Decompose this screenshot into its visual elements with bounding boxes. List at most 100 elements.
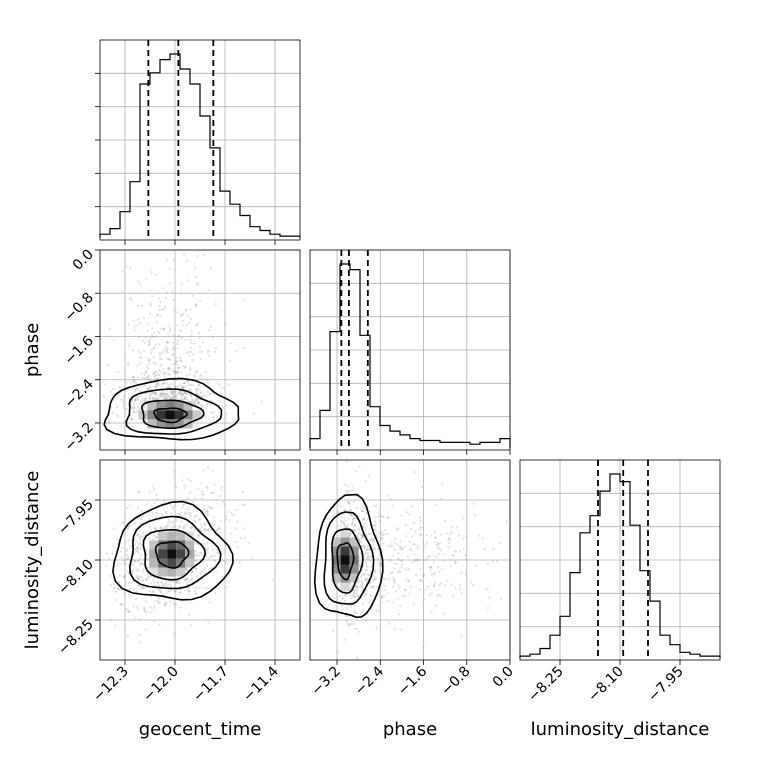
- scatter-point: [164, 372, 168, 375]
- scatter-point: [179, 606, 182, 609]
- scatter-point: [214, 499, 218, 502]
- scatter-point: [217, 552, 220, 555]
- scatter-point: [205, 402, 209, 405]
- scatter-point: [133, 560, 137, 563]
- scatter-point: [179, 313, 183, 317]
- scatter-point: [127, 571, 130, 575]
- scatter-point: [428, 555, 431, 558]
- scatter-point: [132, 605, 135, 608]
- scatter-point: [353, 592, 356, 595]
- scatter-point: [148, 536, 151, 540]
- scatter-point: [387, 532, 390, 536]
- scatter-point: [139, 564, 142, 567]
- scatter-point: [458, 584, 461, 587]
- scatter-point: [421, 527, 424, 530]
- scatter-point: [208, 403, 212, 407]
- scatter-point: [447, 541, 450, 545]
- scatter-point: [123, 592, 126, 595]
- scatter-point: [210, 507, 214, 510]
- scatter-point: [338, 534, 341, 537]
- scatter-point: [147, 344, 150, 347]
- scatter-point: [189, 341, 193, 344]
- scatter-point: [364, 619, 368, 622]
- scatter-point: [140, 356, 143, 359]
- scatter-point: [171, 363, 174, 366]
- scatter-point: [418, 579, 421, 582]
- scatter-point: [185, 380, 189, 383]
- scatter-point: [365, 564, 368, 567]
- scatter-point: [138, 542, 142, 546]
- scatter-point: [180, 282, 183, 285]
- scatter-point: [198, 554, 201, 558]
- scatter-point: [169, 396, 172, 399]
- scatter-point: [358, 556, 361, 559]
- scatter-point: [505, 520, 509, 523]
- scatter-point: [218, 383, 221, 387]
- scatter-point: [137, 546, 140, 549]
- scatter-point: [368, 538, 371, 542]
- scatter-point: [379, 571, 382, 574]
- scatter-point: [154, 511, 158, 514]
- contour-line: [336, 542, 355, 581]
- scatter-point: [390, 545, 394, 548]
- density-cell: [185, 540, 195, 550]
- scatter-point: [437, 543, 440, 546]
- scatter-point: [194, 387, 198, 391]
- scatter-point: [180, 336, 183, 340]
- scatter-point: [176, 363, 179, 367]
- scatter-point: [192, 353, 195, 356]
- scatter-point: [366, 569, 369, 572]
- scatter-point: [399, 547, 402, 551]
- scatter-point: [153, 535, 156, 538]
- scatter-point: [213, 559, 216, 562]
- scatter-point: [165, 397, 168, 400]
- scatter-point: [469, 581, 473, 584]
- scatter-point: [137, 398, 140, 402]
- scatter-point: [383, 595, 386, 598]
- scatter-point: [347, 485, 350, 488]
- scatter-point: [176, 339, 180, 343]
- scatter-point: [162, 499, 166, 502]
- scatter-point: [154, 527, 157, 530]
- scatter-point: [174, 603, 177, 606]
- scatter-point: [205, 511, 208, 514]
- density-cell: [176, 549, 186, 559]
- scatter-point: [393, 579, 396, 582]
- scatter-point: [137, 318, 140, 321]
- scatter-point: [197, 401, 200, 405]
- scatter-point: [375, 610, 379, 613]
- scatter-point: [125, 554, 129, 557]
- scatter-point: [344, 526, 347, 529]
- scatter-point: [363, 522, 367, 525]
- scatter-point: [186, 380, 189, 383]
- scatter-point: [159, 590, 163, 593]
- scatter-point: [345, 619, 349, 623]
- scatter-point: [136, 545, 139, 549]
- scatter-point: [363, 518, 366, 522]
- scatter-point: [222, 560, 226, 563]
- scatter-point: [205, 485, 208, 488]
- scatter-point: [164, 601, 167, 604]
- scatter-point: [351, 584, 354, 587]
- scatter-point: [383, 588, 386, 592]
- scatter-point: [209, 506, 213, 509]
- scatter-point: [169, 327, 172, 330]
- scatter-point: [133, 379, 136, 382]
- scatter-point: [125, 381, 128, 384]
- scatter-point: [449, 564, 452, 568]
- scatter-point: [348, 508, 352, 512]
- scatter-point: [400, 628, 403, 631]
- scatter-point: [380, 537, 383, 540]
- scatter-point: [159, 364, 162, 367]
- scatter-point: [225, 515, 228, 518]
- scatter-point: [151, 372, 155, 375]
- scatter-point: [138, 618, 141, 621]
- scatter-point: [138, 633, 141, 636]
- scatter-point: [421, 541, 425, 544]
- scatter-point: [171, 383, 174, 386]
- scatter-point: [162, 372, 165, 376]
- scatter-point: [177, 366, 180, 370]
- scatter-point: [199, 522, 203, 526]
- density-cell: [149, 567, 159, 577]
- scatter-point: [397, 558, 400, 561]
